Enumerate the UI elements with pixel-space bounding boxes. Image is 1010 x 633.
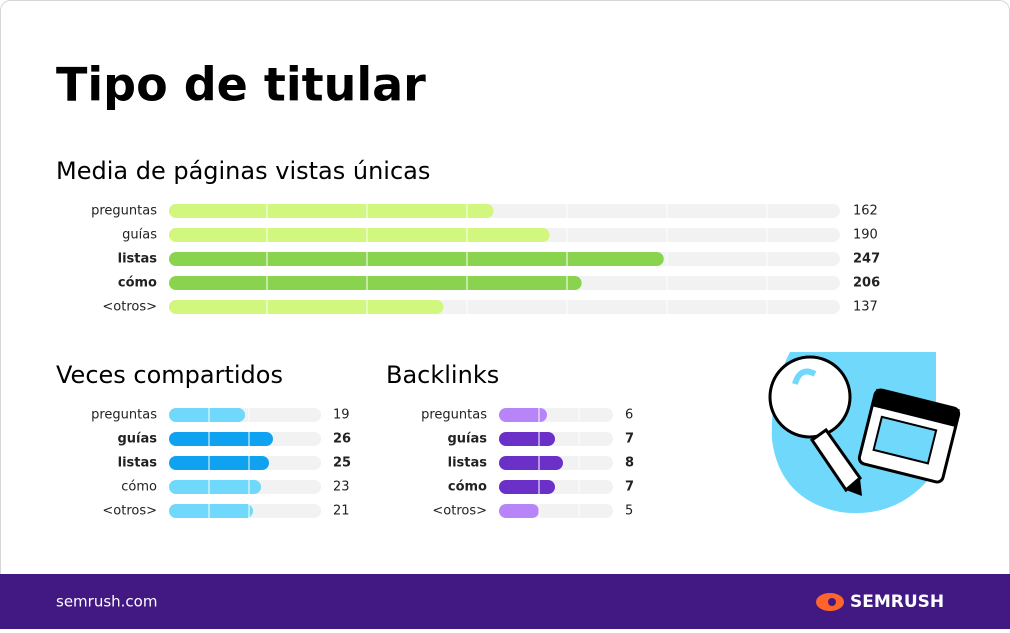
category-label: preguntas (91, 408, 157, 423)
bar (169, 408, 245, 422)
bar (499, 408, 547, 422)
value-label: 26 (333, 432, 351, 447)
value-label: 7 (625, 432, 634, 447)
illustration (768, 352, 961, 514)
category-label: <otros> (102, 300, 157, 315)
category-label: listas (118, 252, 158, 267)
category-label: listas (448, 456, 488, 471)
category-label: <otros> (432, 504, 487, 519)
footer-url: semrush.com (56, 593, 157, 611)
bar (169, 252, 664, 266)
value-label: 21 (333, 504, 350, 519)
category-label: guías (447, 432, 487, 447)
bar (169, 432, 273, 446)
value-label: 23 (333, 480, 350, 495)
bar (499, 504, 539, 518)
bar (499, 456, 563, 470)
category-label: listas (118, 456, 158, 471)
category-label: cómo (448, 480, 487, 495)
category-label: guías (117, 432, 157, 447)
bar (169, 456, 269, 470)
bar (499, 480, 555, 494)
category-label: cómo (118, 276, 157, 291)
chart-title: Veces compartidos (56, 361, 283, 389)
category-label: cómo (121, 480, 157, 495)
category-label: guías (122, 228, 157, 243)
bar (169, 480, 261, 494)
value-label: 247 (853, 252, 880, 267)
page-title: Tipo de titular (56, 58, 426, 112)
bar (169, 276, 582, 290)
brand-name: SEMRUSH (850, 592, 944, 612)
value-label: 7 (625, 480, 634, 495)
bar (169, 300, 444, 314)
value-label: 190 (853, 228, 878, 243)
category-label: preguntas (91, 204, 157, 219)
bar (169, 204, 494, 218)
value-label: 19 (333, 408, 350, 423)
brand-logo (816, 593, 844, 611)
bar (169, 504, 253, 518)
value-label: 162 (853, 204, 878, 219)
category-label: <otros> (102, 504, 157, 519)
chart-title: Backlinks (386, 361, 499, 389)
value-label: 5 (625, 504, 633, 519)
bar (499, 432, 555, 446)
value-label: 206 (853, 276, 880, 291)
bar (169, 228, 550, 242)
category-label: preguntas (421, 408, 487, 423)
chart-title: Media de páginas vistas únicas (56, 157, 430, 185)
value-label: 137 (853, 300, 878, 315)
value-label: 6 (625, 408, 633, 423)
value-label: 8 (625, 456, 634, 471)
value-label: 25 (333, 456, 351, 471)
